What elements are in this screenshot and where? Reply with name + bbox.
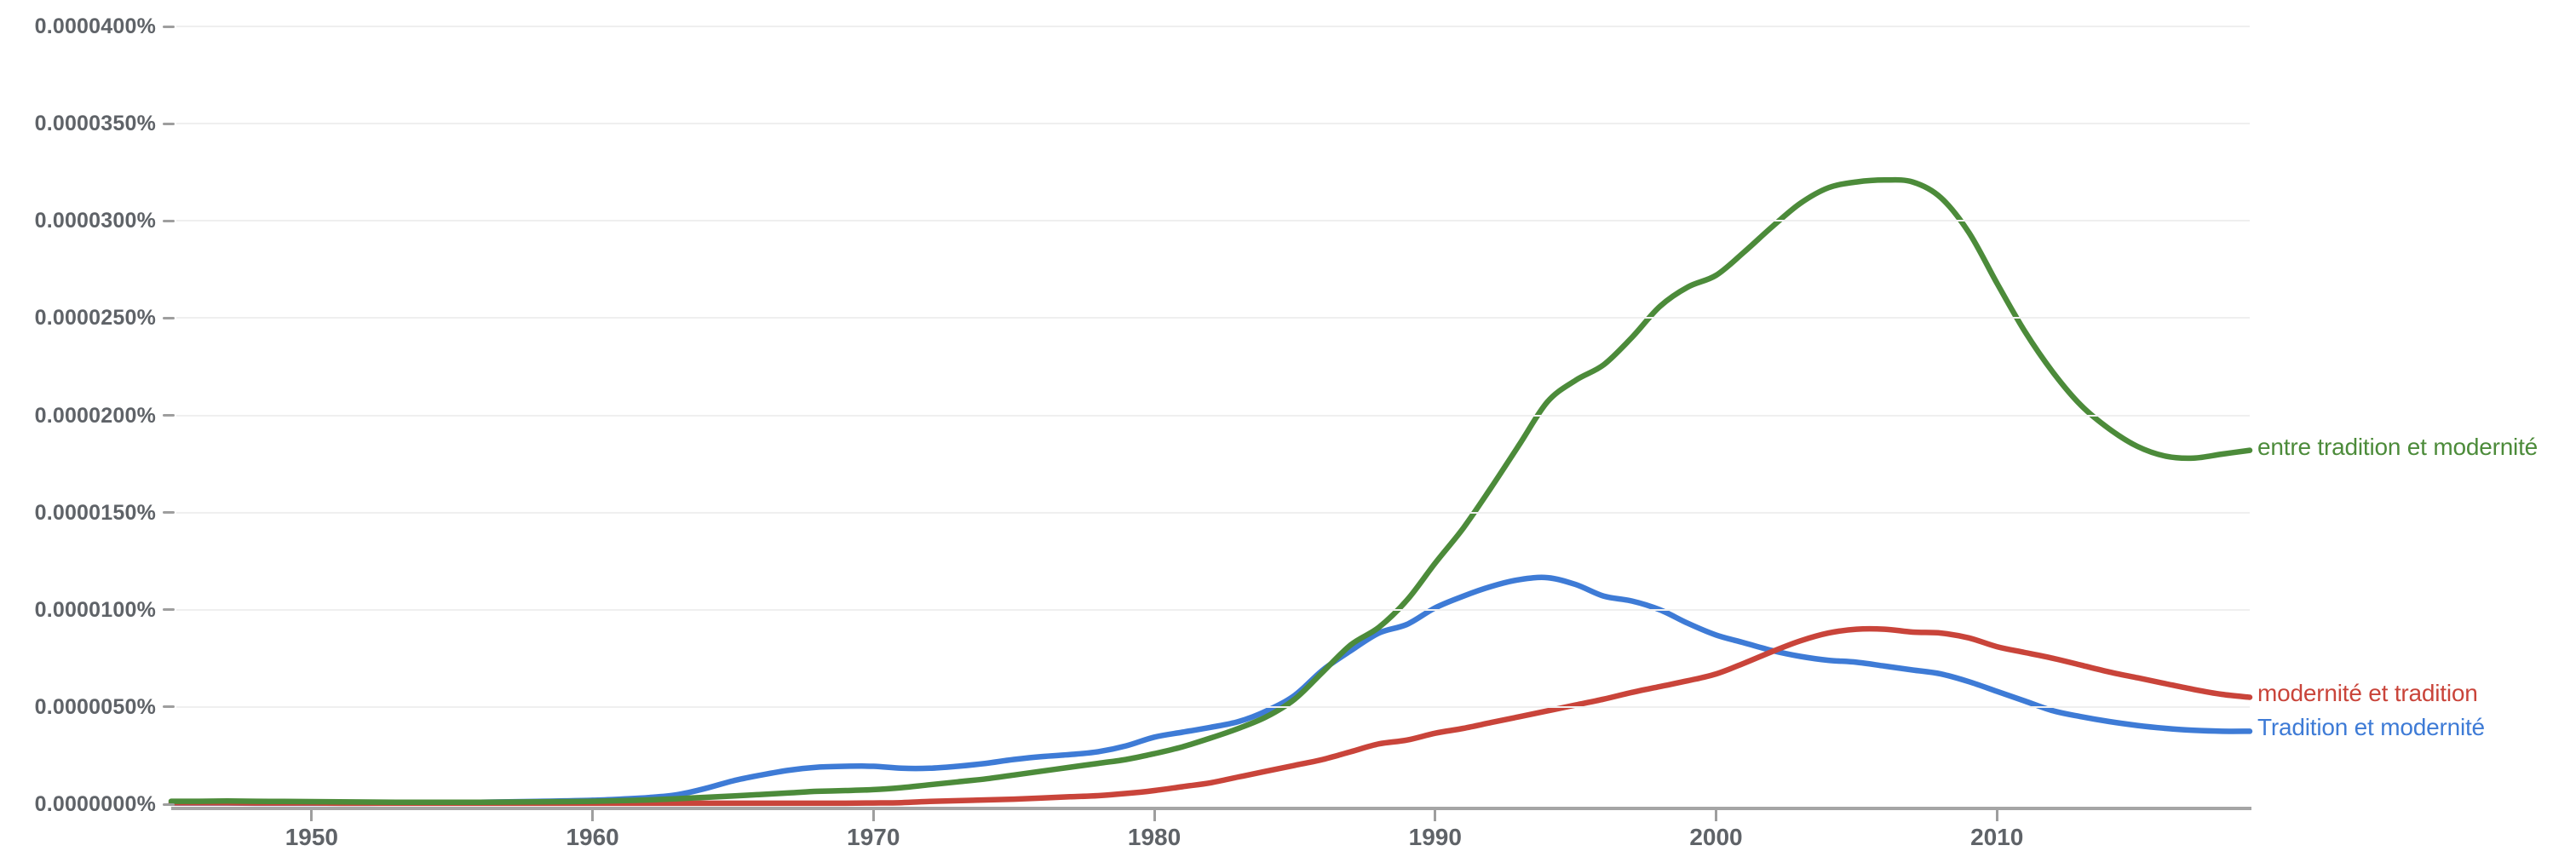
gridline (176, 608, 2250, 611)
y-axis-label: 0.0000350% (34, 112, 156, 136)
x-axis-label: 1980 (1127, 824, 1182, 850)
gridline (176, 220, 2250, 222)
y-tick-mark (163, 511, 175, 515)
y-tick-mark (163, 705, 175, 709)
y-axis-label: 0.0000050% (34, 694, 156, 719)
y-axis-label: 0.0000150% (34, 500, 156, 525)
y-tick-mark (163, 414, 175, 417)
y-tick-mark (163, 608, 175, 612)
x-tick-mark (310, 810, 313, 821)
gridline (176, 414, 2250, 417)
y-axis-label: 0.0000000% (34, 792, 156, 816)
series-label-entre-tradition-et-modernite[interactable]: entre tradition et modernité (2257, 433, 2539, 460)
y-tick-mark (163, 25, 175, 28)
x-tick-mark (1434, 810, 1437, 821)
y-tick-mark (163, 316, 175, 319)
y-tick-mark (163, 802, 175, 806)
y-tick-mark (163, 219, 175, 222)
x-axis-line (171, 807, 2251, 810)
gridline (176, 317, 2250, 319)
y-axis-label: 0.0000400% (34, 14, 156, 38)
x-axis-label: 1990 (1408, 824, 1462, 850)
x-tick-mark (1715, 810, 1717, 821)
x-axis-label: 2000 (1689, 824, 1743, 850)
x-axis-label: 1950 (285, 824, 338, 850)
x-axis-label: 2010 (1970, 824, 2024, 850)
series-line-1[interactable] (168, 625, 2253, 807)
x-tick-mark (591, 810, 595, 821)
y-axis-label: 0.0000300% (34, 209, 156, 233)
x-axis-label: 1960 (566, 824, 619, 850)
y-axis-label: 0.0000200% (34, 403, 156, 428)
x-axis-label: 1970 (847, 824, 900, 850)
gridline (176, 705, 2250, 708)
y-axis-label: 0.0000100% (34, 597, 156, 622)
series-label-modernite-et-tradition[interactable]: modernité et tradition (2257, 680, 2478, 707)
series-line-0[interactable] (168, 176, 2253, 805)
gridline (176, 26, 2250, 27)
y-axis-label: 0.0000250% (34, 306, 156, 331)
series-line-2[interactable] (168, 574, 2253, 807)
x-tick-mark (1995, 810, 1998, 821)
gridline (176, 123, 2250, 125)
x-tick-mark (871, 810, 875, 821)
x-tick-mark (1153, 810, 1156, 821)
series-label-tradition-et-modernite[interactable]: Tradition et modernité (2257, 714, 2485, 741)
y-tick-mark (163, 122, 175, 125)
gridline (176, 511, 2250, 514)
